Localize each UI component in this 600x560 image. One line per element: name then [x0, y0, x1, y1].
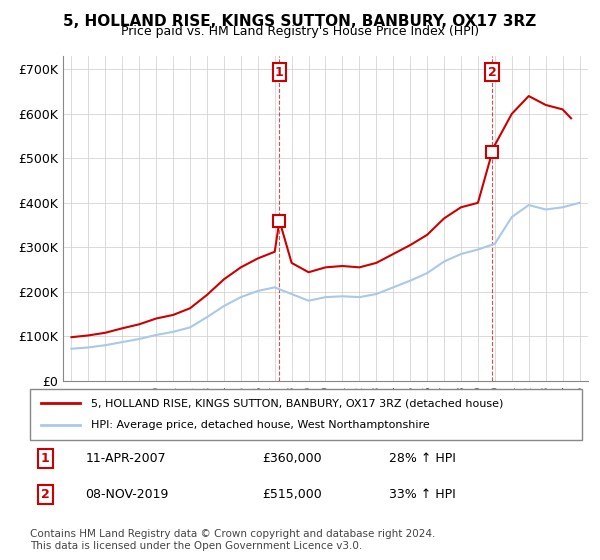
- Text: Contains HM Land Registry data © Crown copyright and database right 2024.
This d: Contains HM Land Registry data © Crown c…: [30, 529, 436, 551]
- FancyBboxPatch shape: [30, 389, 582, 440]
- Text: 2: 2: [41, 488, 50, 501]
- Text: 5, HOLLAND RISE, KINGS SUTTON, BANBURY, OX17 3RZ (detached house): 5, HOLLAND RISE, KINGS SUTTON, BANBURY, …: [91, 398, 503, 408]
- Text: £515,000: £515,000: [262, 488, 322, 501]
- Text: £360,000: £360,000: [262, 452, 322, 465]
- Text: Price paid vs. HM Land Registry's House Price Index (HPI): Price paid vs. HM Land Registry's House …: [121, 25, 479, 38]
- Text: 08-NOV-2019: 08-NOV-2019: [85, 488, 169, 501]
- Text: HPI: Average price, detached house, West Northamptonshire: HPI: Average price, detached house, West…: [91, 421, 430, 431]
- Text: 33% ↑ HPI: 33% ↑ HPI: [389, 488, 455, 501]
- Text: 28% ↑ HPI: 28% ↑ HPI: [389, 452, 455, 465]
- Text: 1: 1: [275, 66, 284, 79]
- Text: 1: 1: [41, 452, 50, 465]
- Text: 11-APR-2007: 11-APR-2007: [85, 452, 166, 465]
- Text: 2: 2: [488, 66, 497, 79]
- Text: 5, HOLLAND RISE, KINGS SUTTON, BANBURY, OX17 3RZ: 5, HOLLAND RISE, KINGS SUTTON, BANBURY, …: [64, 14, 536, 29]
